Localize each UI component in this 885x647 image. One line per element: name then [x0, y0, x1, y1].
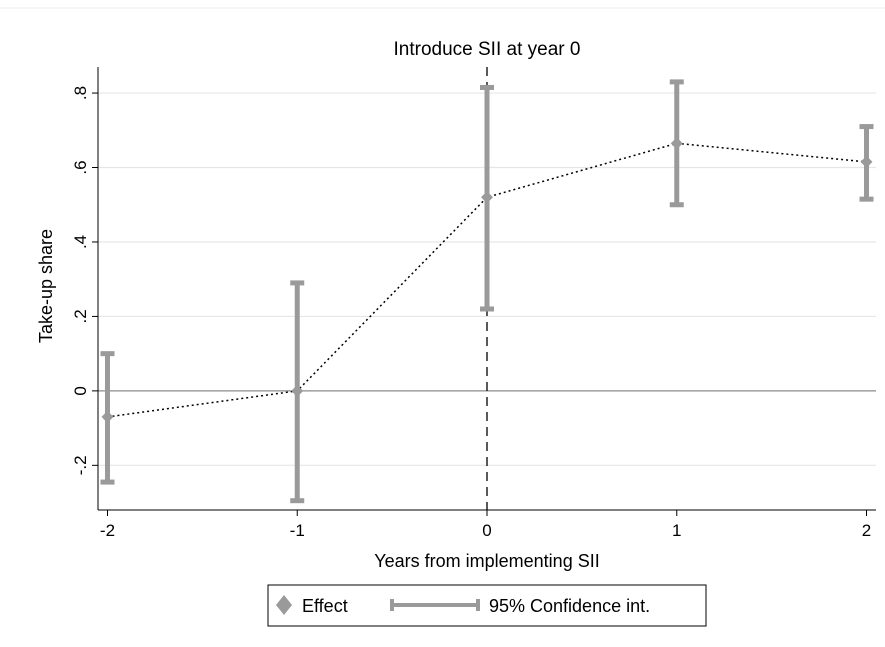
- y-tick-label-2: .2: [71, 309, 90, 323]
- x-tick-labels: -2 -1 0 1 2: [100, 521, 871, 540]
- y-tick-label-1: 0: [71, 386, 90, 395]
- legend-ci-label: 95% Confidence int.: [489, 596, 650, 616]
- effect-marker-0: [101, 410, 114, 423]
- chart-title: Introduce SII at year 0: [394, 39, 581, 60]
- y-tick-label-3: .4: [71, 235, 90, 249]
- x-tick-label-1: -1: [290, 521, 305, 540]
- effect-marker-3: [670, 137, 683, 150]
- legend-ci-symbol: [390, 599, 480, 611]
- effect-marker-4: [860, 155, 873, 168]
- y-tick-label-4: .6: [71, 160, 90, 174]
- reference-lines: [98, 67, 876, 510]
- y-tick-labels: -.2 0 .2 .4 .6 .8: [71, 86, 90, 475]
- x-tick-label-3: 1: [672, 521, 681, 540]
- x-tick-label-4: 2: [862, 521, 871, 540]
- y-tick-label-0: -.2: [71, 455, 90, 475]
- axes: [92, 67, 876, 516]
- legend-effect-label: Effect: [302, 596, 348, 616]
- legend-box: [267, 584, 707, 627]
- x-tick-label-0: -2: [100, 521, 115, 540]
- y-axis-label: Take-up share: [36, 229, 56, 343]
- x-axis-label: Years from implementing SII: [374, 551, 599, 571]
- y-tick-label-5: .8: [71, 86, 90, 100]
- effect-markers: [101, 137, 873, 423]
- x-tick-label-2: 0: [482, 521, 491, 540]
- effect-marker-2: [481, 191, 493, 204]
- legend: Effect 95% Confidence int.: [267, 584, 707, 627]
- legend-effect-marker: [276, 595, 292, 615]
- effect-marker-1: [291, 384, 304, 397]
